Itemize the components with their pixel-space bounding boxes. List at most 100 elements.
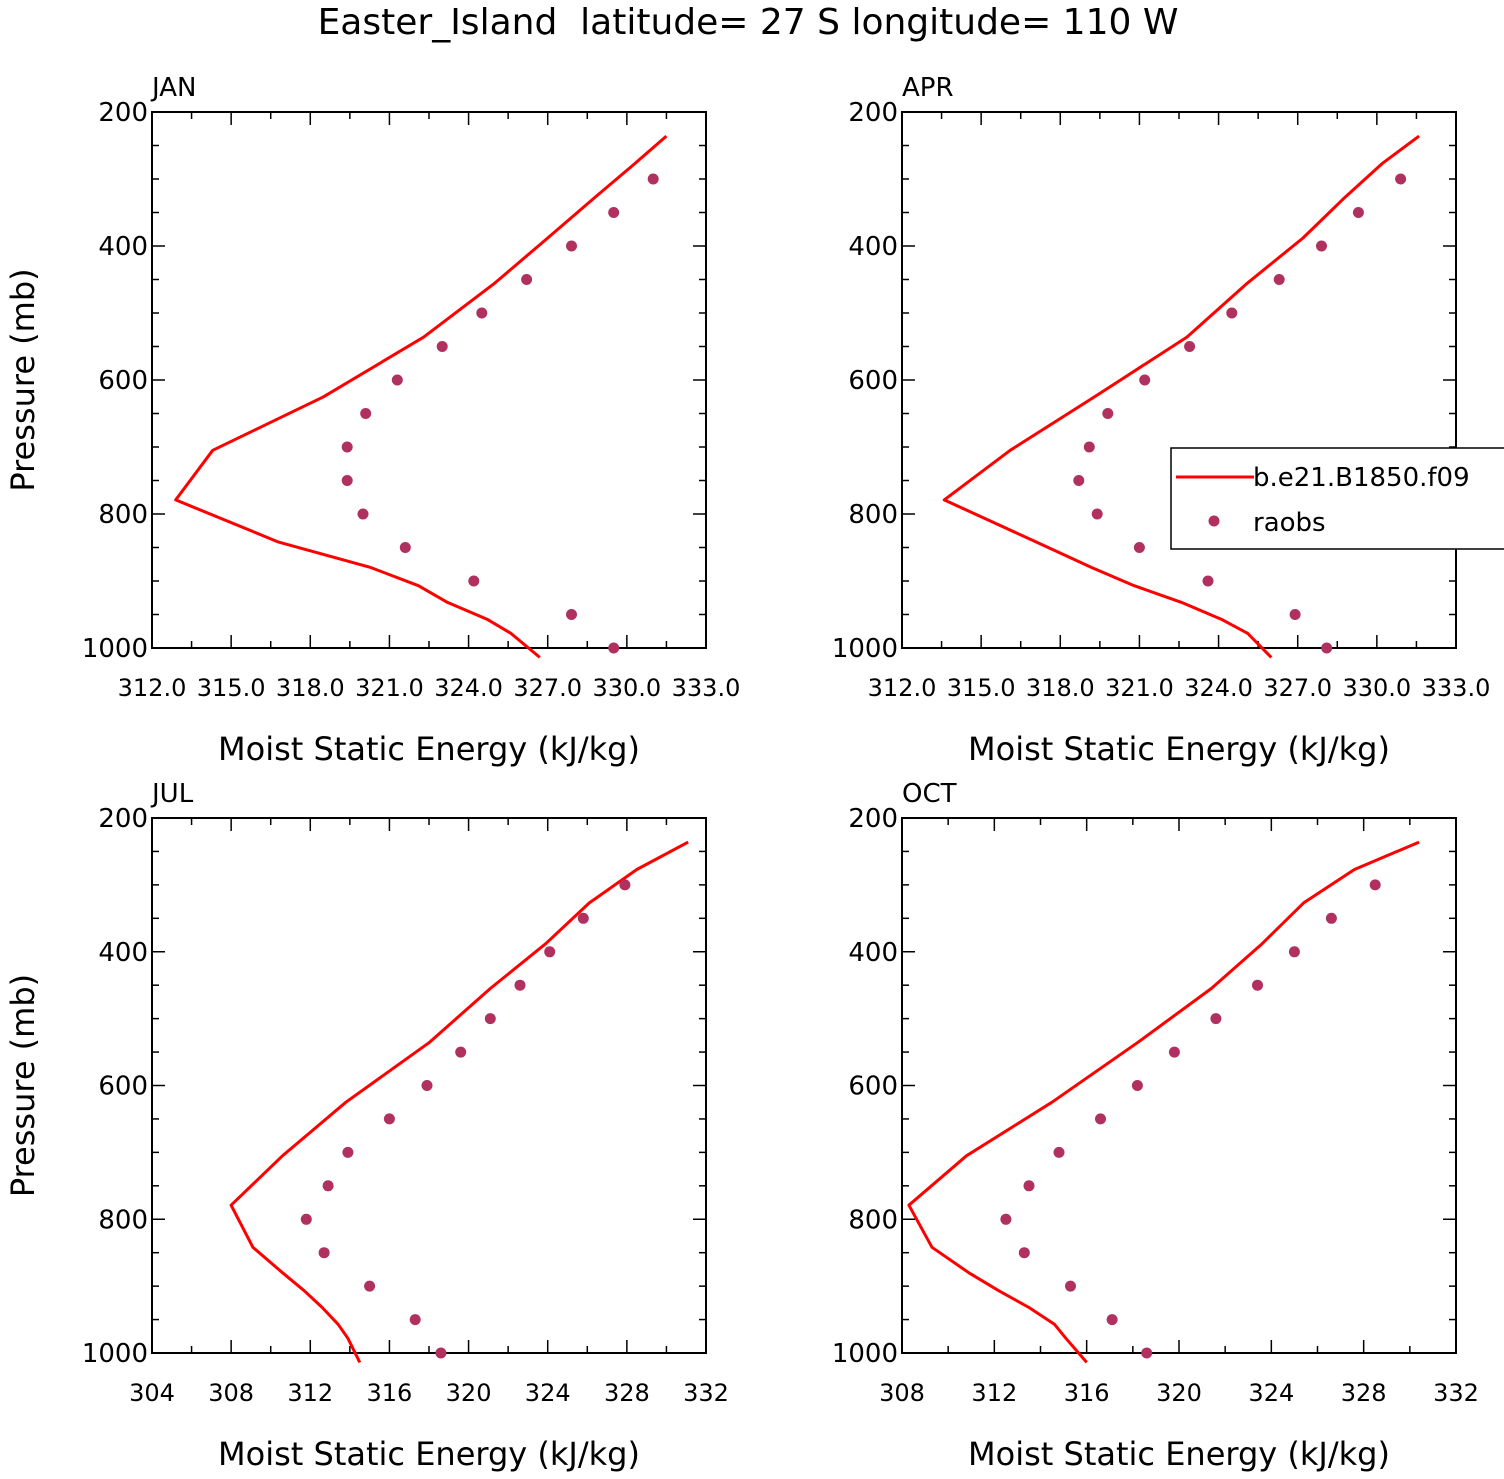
x-tick-label: 304: [129, 1379, 175, 1407]
x-tick-label: 316: [367, 1379, 413, 1407]
y-tick-label: 200: [98, 98, 148, 128]
panel-title: JUL: [150, 779, 194, 809]
x-tick-label: 330.0: [1342, 674, 1411, 702]
y-tick-label: 200: [848, 98, 898, 128]
obs-point: [608, 642, 620, 654]
y-tick-label: 600: [848, 1072, 898, 1102]
y-tick-label: 1000: [832, 634, 898, 664]
y-tick-label: 400: [98, 232, 148, 262]
obs-point: [1131, 1080, 1143, 1091]
x-tick-label: 318.0: [1026, 674, 1095, 702]
legend-obs-marker: [1208, 515, 1220, 527]
plot-frame: [901, 817, 1457, 1354]
obs-point: [577, 912, 589, 924]
obs-point: [300, 1213, 312, 1225]
obs-point: [1000, 1213, 1012, 1225]
obs-point: [1083, 441, 1095, 453]
obs-point: [1325, 912, 1337, 924]
obs-point: [1288, 946, 1300, 958]
legend-model-label: b.e21.B1850.f09: [1253, 463, 1470, 493]
obs-point: [1095, 1113, 1106, 1125]
x-tick-label: 312: [287, 1379, 333, 1407]
obs-point: [436, 341, 448, 352]
x-tick-label: 332: [1433, 1379, 1479, 1407]
x-axis-label: Moist Static Energy (kJ/kg): [218, 730, 640, 768]
x-tick-label: 318.0: [276, 674, 345, 702]
plot-frame: [901, 111, 1457, 649]
obs-point: [1202, 575, 1214, 587]
obs-point: [391, 374, 403, 386]
x-tick-label: 327.0: [513, 674, 582, 702]
y-tick-label: 800: [848, 500, 898, 530]
model-line: [229, 840, 689, 1364]
x-tick-label: 308: [879, 1379, 925, 1407]
x-tick-label: 333.0: [1422, 674, 1491, 702]
obs-point: [566, 609, 577, 620]
chart-panels: 200 400 600 800 1000 312.0 315.0 318.0 321.0 324.…: [4, 73, 1490, 1473]
x-tick-label: 328: [1341, 1379, 1387, 1407]
panel-jan: 200 400 600 800 1000 312.0 315.0 318.0 321.0 324.…: [4, 73, 740, 768]
y-tick-label: 600: [848, 366, 898, 396]
y-tick-label: 800: [98, 1205, 148, 1235]
model-line: [174, 134, 668, 659]
obs-point: [455, 1046, 467, 1058]
obs-point: [1023, 1180, 1035, 1192]
plot-frame: [151, 111, 707, 649]
obs-point: [341, 475, 353, 486]
model-line: [907, 840, 1420, 1364]
x-tick-label: 324: [1248, 1379, 1294, 1407]
obs-point: [1273, 274, 1285, 285]
obs-point: [1289, 609, 1301, 620]
x-tick-label: 332: [683, 1379, 729, 1407]
panel-oct: 200 400 600 800 1000 308 312 316 320 324 328 332 OCT…: [832, 779, 1479, 1473]
obs-point: [1210, 1013, 1222, 1025]
legend-box: [1170, 447, 1504, 550]
obs-point: [476, 307, 488, 319]
y-tick-label: 800: [848, 1205, 898, 1235]
obs-point: [341, 441, 353, 453]
y-axis-label: Pressure (mb): [4, 268, 42, 491]
obs-point: [1133, 542, 1145, 553]
x-tick-label: 321.0: [355, 674, 424, 702]
obs-point: [647, 173, 659, 185]
obs-point: [484, 1013, 496, 1025]
x-tick-label: 316: [1064, 1379, 1110, 1407]
obs-point: [360, 408, 372, 419]
obs-point: [1073, 475, 1085, 486]
y-tick-label: 400: [848, 232, 898, 262]
x-tick-label: 312.0: [868, 674, 937, 702]
y-tick-label: 1000: [82, 1339, 148, 1369]
y-tick-label: 1000: [832, 1339, 898, 1369]
x-tick-label: 324: [525, 1379, 571, 1407]
y-tick-label: 800: [98, 500, 148, 530]
obs-point: [435, 1347, 447, 1359]
obs-point: [1395, 173, 1407, 185]
x-tick-label: 327.0: [1263, 674, 1332, 702]
obs-point: [608, 207, 620, 218]
obs-point: [1141, 1347, 1153, 1359]
obs-point: [1106, 1314, 1118, 1326]
obs-point: [521, 274, 533, 285]
obs-point: [514, 979, 526, 991]
obs-point: [1316, 240, 1327, 252]
obs-point: [566, 240, 577, 252]
y-tick-label: 400: [98, 938, 148, 968]
obs-point: [1018, 1247, 1030, 1259]
obs-point: [1091, 508, 1103, 520]
obs-point: [1226, 307, 1238, 319]
x-tick-label: 315.0: [947, 674, 1016, 702]
obs-point: [1184, 341, 1196, 352]
obs-point: [364, 1280, 376, 1292]
model-line: [942, 134, 1420, 659]
obs-point: [1102, 408, 1114, 419]
x-tick-label: 321.0: [1105, 674, 1174, 702]
x-tick-label: 324.0: [434, 674, 503, 702]
obs-point: [399, 542, 411, 553]
obs-point: [1168, 1046, 1180, 1058]
x-tick-label: 308: [208, 1379, 254, 1407]
x-axis-label: Moist Static Energy (kJ/kg): [968, 1435, 1390, 1473]
y-tick-label: 200: [98, 804, 148, 834]
obs-point: [619, 879, 631, 891]
y-tick-label: 600: [98, 366, 148, 396]
